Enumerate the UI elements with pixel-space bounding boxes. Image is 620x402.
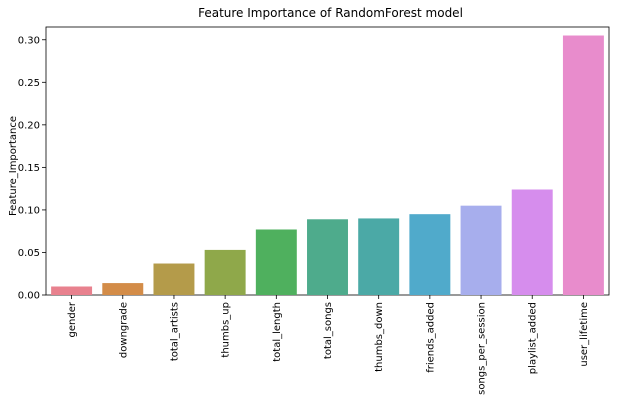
x-tick-label: thumbs_up	[221, 302, 232, 358]
x-tick-label: total_artists	[169, 302, 180, 361]
x-tick-label: gender	[67, 301, 78, 337]
bar-playlist-added	[511, 189, 553, 295]
bar-songs-per-session	[460, 205, 502, 295]
bar-user-lifetime	[562, 35, 604, 295]
x-tick-label: total_songs	[323, 302, 334, 359]
bar-total-songs	[307, 219, 348, 295]
bars-group	[51, 35, 604, 295]
y-tick-label: 0.00	[18, 291, 40, 302]
bar-downgrade	[102, 283, 144, 295]
bar-gender	[51, 286, 93, 295]
bar-friends-added	[409, 214, 451, 295]
y-axis: 0.00 0.05 0.10 0.15 0.20 0.25 0.30	[18, 35, 46, 302]
bar-thumbs-up	[204, 249, 246, 295]
y-tick-label: 0.10	[18, 205, 40, 216]
x-tick-label: total_length	[272, 302, 283, 362]
x-tick-label: friends_added	[425, 302, 436, 373]
chart-title: Feature Importance of RandomForest model	[198, 6, 463, 20]
bar-total-length	[255, 229, 297, 295]
y-tick-label: 0.05	[18, 248, 40, 259]
x-tick-label: thumbs_down	[374, 302, 385, 372]
x-axis: gender downgrade total_artists thumbs_up tot…	[67, 295, 590, 395]
y-axis-title: Feature_Importance	[8, 116, 19, 216]
x-tick-label: playlist_added	[528, 302, 539, 374]
bar-total-artists	[153, 263, 195, 295]
x-tick-label: user_lifetime	[579, 302, 590, 367]
x-tick-label: downgrade	[118, 302, 129, 358]
y-tick-label: 0.25	[18, 78, 40, 89]
y-tick-label: 0.20	[18, 120, 40, 131]
bar-thumbs-down	[358, 218, 400, 295]
x-tick-label: songs_per_session	[477, 302, 488, 395]
y-tick-label: 0.15	[18, 163, 40, 174]
y-tick-label: 0.30	[18, 35, 40, 46]
